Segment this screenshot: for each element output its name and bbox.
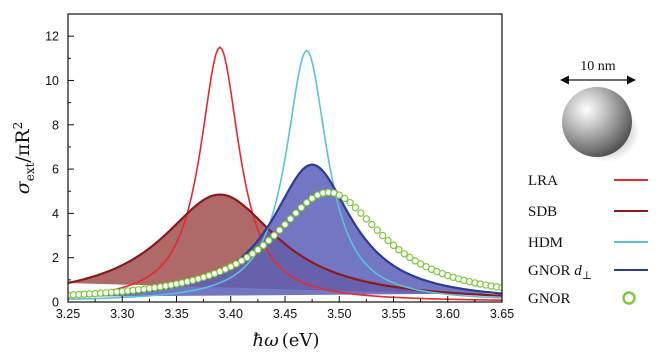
series-marker-4 [384,236,392,245]
series-marker-4 [411,257,419,265]
y-axis-title: σext/πR2 [11,122,37,195]
series-marker-4 [248,250,257,258]
series-marker-4 [286,215,295,223]
legend-marker-4 [622,291,636,305]
series-marker-4 [406,253,414,262]
series-line-2 [68,49,502,301]
series-marker-4 [237,257,246,265]
x-tick-label: 3.40 [219,307,243,321]
x-tick-label: 3.60 [436,307,460,321]
y-tick-label: 4 [52,207,59,221]
y-tick-label: 2 [52,251,59,265]
series-marker-4 [281,220,289,229]
series-marker-4 [400,250,409,258]
series-marker-4 [254,246,262,254]
legend-label-0: LRA [528,173,558,189]
series-marker-4 [232,260,240,268]
series-marker-4 [395,246,403,254]
series-marker-4 [362,215,371,223]
series-line-0 [68,46,502,301]
x-tick-label: 3.35 [164,307,188,321]
series-marker-4 [265,236,273,245]
series-marker-4 [335,191,343,199]
series-marker-4 [303,198,311,207]
x-axis-title: ħω (eV) [253,330,320,351]
y-tick-label: 6 [52,163,59,177]
sphere-icon [562,87,632,157]
y-tick-label: 10 [45,74,59,88]
series-marker-4 [297,203,305,212]
legend-label-3: GNOR d⊥ [528,263,592,282]
series-marker-4 [292,209,300,217]
y-tick-label: 12 [45,30,59,44]
series-marker-4 [270,231,278,240]
series-marker-4 [368,220,376,229]
series-marker-4 [346,198,354,207]
x-tick-label: 3.50 [327,307,351,321]
x-tick-label: 3.45 [273,307,297,321]
x-tick-label: 3.30 [110,307,134,321]
legend: LRA SDB HDM GNOR d⊥ GNOR [528,173,648,307]
series-marker-4 [378,231,387,240]
nanosphere-inset: 10 nm [560,59,640,162]
x-tick-label: 3.55 [381,307,405,321]
series-marker-4 [389,241,398,250]
y-tick-label: 8 [52,118,59,132]
series-marker-4 [357,209,365,217]
legend-label-1: SDB [528,204,557,220]
x-tick-label: 3.25 [56,307,80,321]
series-marker-4 [243,253,251,262]
series-marker-4 [340,194,349,203]
series-line-1 [68,193,502,297]
legend-label-2: HDM [528,235,563,251]
legend-label-4: GNOR [528,291,571,307]
series-marker-4 [373,226,381,234]
series-marker-4 [275,226,284,234]
series-fill-3 [68,164,502,297]
series-marker-4 [351,203,360,212]
scale-bar-label: 10 nm [580,59,616,74]
x-tick-label: 3.65 [490,307,514,321]
y-tick-label: 0 [52,296,59,310]
series-marker-4 [259,241,267,250]
series-marker-4 [308,194,316,203]
